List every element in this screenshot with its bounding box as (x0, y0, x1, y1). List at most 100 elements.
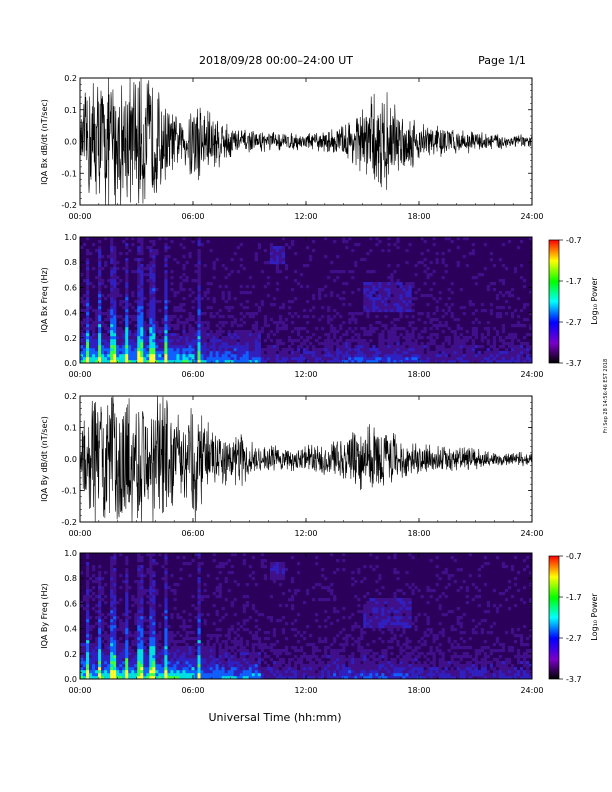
spectrogram-cell (137, 246, 141, 250)
spectrogram-cell (86, 267, 90, 271)
spectrogram-cell (378, 342, 382, 346)
spectrogram-cell (516, 339, 521, 343)
spectrogram-cell (351, 670, 355, 674)
spectrogram-cell (140, 300, 144, 304)
spectrogram-cell (98, 282, 102, 286)
spectrogram-cell (236, 649, 240, 653)
spectrogram-cell (197, 321, 201, 325)
spectrogram-cell (140, 652, 144, 656)
spectrogram-cell (134, 640, 138, 644)
bx-dbdt-ylabel: IQA Bx dB/dt (nT/sec) (40, 99, 49, 185)
spectrogram-cell (197, 270, 201, 274)
spectrogram-cell (348, 673, 352, 677)
spectrogram-cell (369, 667, 373, 671)
spectrogram-cell (296, 327, 301, 331)
spectrogram-cell (477, 354, 481, 358)
spectrogram-cell (92, 580, 96, 584)
spectrogram-cell (185, 673, 189, 677)
spectrogram-cell (116, 330, 120, 334)
spectrogram-cell (158, 637, 162, 641)
xtick-label: 06:00 (181, 370, 204, 379)
spectrogram-cell (293, 670, 298, 674)
spectrogram-cell (315, 351, 319, 355)
spectrogram-cell (366, 288, 370, 292)
spectrogram-cell (315, 348, 319, 352)
spectrogram-cell (236, 661, 240, 665)
spectrogram-cell (182, 333, 186, 337)
spectrogram-cell (131, 643, 135, 647)
spectrogram-cell (164, 276, 168, 280)
spectrogram-cell (143, 661, 147, 665)
spectrogram-cell (158, 357, 162, 361)
spectrogram-cell (110, 243, 114, 247)
spectrogram-cell (203, 345, 207, 349)
spectrogram-cell (513, 336, 518, 340)
spectrogram-cell (474, 336, 478, 340)
spectrogram-cell (396, 348, 400, 352)
spectrogram-cell (209, 342, 213, 346)
spectrogram-cell (191, 291, 195, 295)
spectrogram-cell (480, 333, 484, 337)
spectrogram-cell (254, 357, 258, 361)
spectrogram-cell (480, 339, 484, 343)
spectrogram-cell (176, 261, 180, 265)
spectrogram-cell (188, 336, 192, 340)
spectrogram-cell (197, 312, 201, 316)
spectrogram-cell (185, 342, 189, 346)
spectrogram-cell (95, 315, 99, 319)
spectrogram-cell (95, 312, 99, 316)
spectrogram-cell (125, 339, 129, 343)
spectrogram-cell (251, 354, 255, 358)
spectrogram-cell (203, 264, 207, 268)
spectrogram-cell (182, 309, 186, 313)
spectrogram-cell (366, 291, 370, 295)
spectrogram-cell (233, 658, 237, 662)
spectrogram-cell (519, 342, 524, 346)
spectrogram-cell (89, 348, 93, 352)
spectrogram-cell (459, 306, 463, 310)
spectrogram-cell (86, 321, 90, 325)
spectrogram-cell (354, 595, 358, 599)
spectrogram-cell (272, 258, 277, 262)
spectrogram-cell (152, 652, 156, 656)
spectrogram-cell (402, 354, 406, 358)
spectrogram-cell (101, 619, 105, 623)
spectrogram-cell (405, 637, 409, 641)
spectrogram-cell (483, 243, 487, 247)
spectrogram-cell (302, 309, 307, 313)
spectrogram-cell (456, 360, 460, 364)
spectrogram-cell (101, 655, 105, 659)
spectrogram-cell (284, 324, 289, 328)
spectrogram-cell (402, 327, 406, 331)
spectrogram-cell (182, 360, 186, 364)
spectrogram-cell (170, 574, 174, 578)
spectrogram-cell (98, 249, 102, 253)
spectrogram-cell (269, 568, 274, 572)
spectrogram-cell (462, 306, 466, 310)
spectrogram-cell (95, 652, 99, 656)
spectrogram-cell (492, 354, 497, 358)
spectrogram-cell (504, 354, 509, 358)
spectrogram-cell (140, 273, 144, 277)
spectrogram-cell (381, 649, 385, 653)
spectrogram-cell (119, 622, 123, 626)
spectrogram-cell (161, 321, 165, 325)
spectrogram-cell (384, 303, 388, 307)
spectrogram-cell (290, 628, 295, 632)
spectrogram-cell (164, 625, 168, 629)
spectrogram-cell (399, 351, 403, 355)
spectrogram-cell (137, 279, 141, 283)
spectrogram-cell (245, 354, 249, 358)
spectrogram-cell (426, 312, 430, 316)
spectrogram-cell (396, 288, 400, 292)
spectrogram-cell (95, 622, 99, 626)
spectrogram-cell (522, 306, 527, 310)
spectrogram-cell (378, 306, 382, 310)
spectrogram-cell (83, 300, 87, 304)
spectrogram-cell (336, 619, 340, 623)
spectrogram-cell (119, 342, 123, 346)
spectrogram-cell (137, 315, 141, 319)
spectrogram-cell (372, 622, 376, 626)
spectrogram-cell (357, 670, 361, 674)
spectrogram-cell (516, 360, 521, 364)
